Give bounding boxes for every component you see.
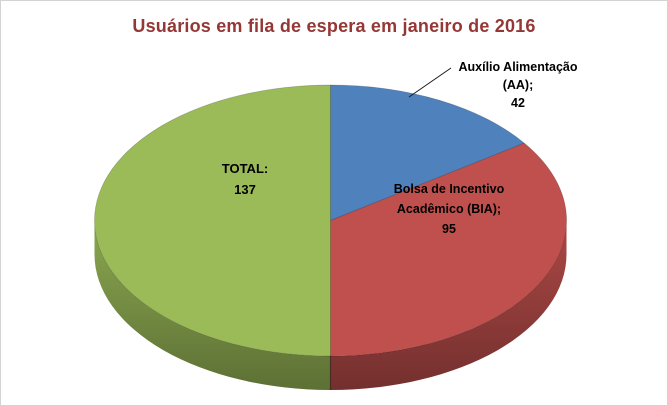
label-line: (AA); <box>502 78 534 92</box>
pie-slice-aa <box>330 84 525 221</box>
pie-wall-bia <box>330 220 567 390</box>
label-line: 42 <box>511 96 525 110</box>
label-bolsa-incentivo-academico: Bolsa de Incentivo Acadêmico (BIA); 95 <box>376 179 522 239</box>
label-line: Bolsa de Incentivo <box>393 182 505 196</box>
label-line: 137 <box>234 182 256 197</box>
callout-line-aa <box>408 67 452 98</box>
label-line: Acadêmico (BIA); <box>396 202 502 216</box>
pie-slice-total <box>94 84 331 357</box>
label-line: 95 <box>442 222 456 236</box>
chart-title: Usuários em fila de espera em janeiro de… <box>132 16 536 36</box>
label-line: TOTAL: <box>221 161 269 176</box>
pie-wall-total <box>94 220 331 390</box>
label-total: TOTAL: 137 <box>185 158 305 200</box>
pie-slice-bia <box>330 142 567 357</box>
label-line: Auxílio Alimentação <box>458 60 578 74</box>
label-auxilio-alimentacao: Auxílio Alimentação (AA); 42 <box>438 58 598 112</box>
